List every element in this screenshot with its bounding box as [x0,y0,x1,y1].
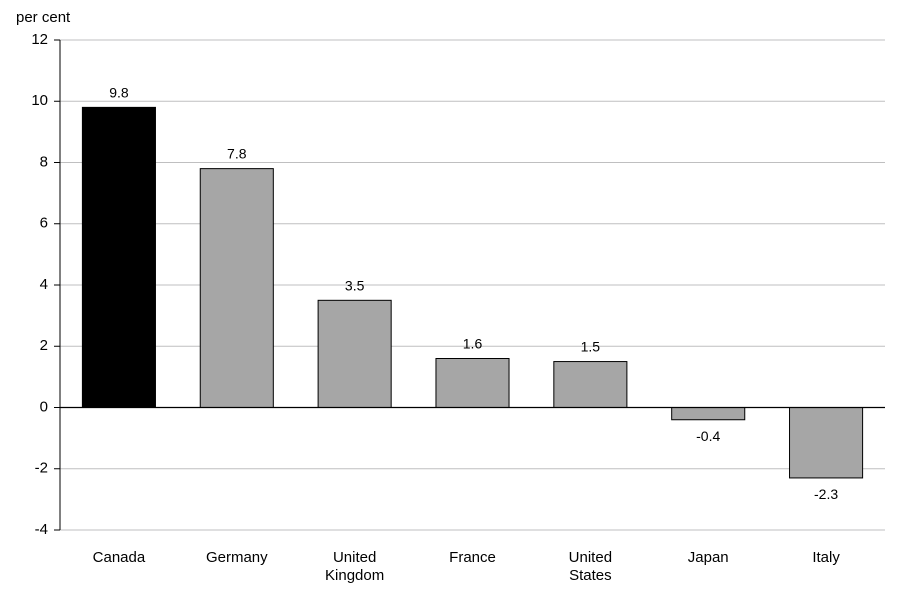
y-tick-label: 10 [31,92,48,109]
bar [200,169,273,408]
bar [554,362,627,408]
bar-value-label: 1.6 [463,336,483,352]
category-label: Italy [812,549,840,566]
y-tick-label: -2 [35,460,48,477]
y-tick-label: 0 [40,398,48,415]
category-label: France [449,549,496,566]
bar-value-label: -2.3 [814,486,838,502]
category-label: Germany [206,549,268,566]
y-tick-label: 8 [40,153,48,170]
bar [790,408,863,478]
category-label: States [569,567,612,584]
bar-value-label: 3.5 [345,277,365,293]
y-axis-label: per cent [16,9,71,26]
y-tick-label: 12 [31,31,48,48]
category-label: United [569,549,612,566]
y-tick-label: 2 [40,337,48,354]
category-label: Canada [93,549,146,566]
category-label: Japan [688,549,729,566]
bar-value-label: 9.8 [109,84,129,100]
bar [436,359,509,408]
bar-value-label: 1.5 [581,339,601,355]
bar-value-label: 7.8 [227,146,247,162]
bar [318,300,391,407]
y-tick-label: 6 [40,215,48,232]
category-label: United [333,549,376,566]
bar-chart-svg: -4 -2 0 2 4 6 8 10 12 per cent 9.8 Canada 7.8 Germany… [0,0,900,597]
bar-value-label: -0.4 [696,428,720,444]
bar-chart: -4 -2 0 2 4 6 8 10 12 per cent 9.8 Canada 7.8 Germany… [0,0,900,597]
bar [82,107,155,407]
category-label: Kingdom [325,567,384,584]
bar [672,408,745,420]
y-tick-label: -4 [35,521,48,538]
y-tick-label: 4 [40,276,48,293]
